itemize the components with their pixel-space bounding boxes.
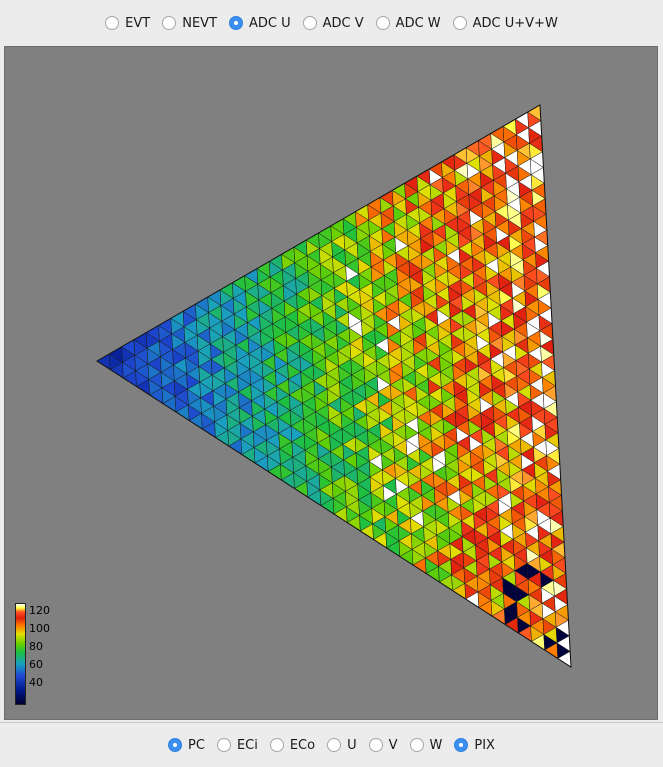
radio-label: ADC V	[322, 15, 364, 31]
radio-label: ADC U	[249, 15, 291, 31]
radio-circle-icon[interactable]	[409, 738, 424, 752]
radio-label: U	[347, 737, 357, 753]
color-scale-tick: 60	[29, 658, 43, 671]
pixel-cells	[96, 104, 572, 668]
radio-label: ECo	[289, 737, 316, 753]
radio-w[interactable]: W	[409, 737, 443, 753]
calorimeter-pixel-map[interactable]	[5, 47, 657, 719]
color-scale-tick: 80	[29, 640, 43, 653]
radio-circle-icon[interactable]	[105, 16, 120, 30]
radio-adc-w[interactable]: ADC W	[375, 15, 441, 31]
radio-label: EVT	[125, 15, 151, 31]
color-scale-tick: 40	[29, 676, 43, 689]
radio-adc-u[interactable]: ADC U	[229, 16, 291, 31]
radio-circle-icon[interactable]	[327, 738, 342, 752]
radio-circle-icon[interactable]	[375, 16, 390, 30]
radio-circle-icon[interactable]	[269, 738, 284, 752]
radio-label: ECi	[236, 737, 258, 753]
color-scale-tick: 120	[29, 604, 50, 617]
radio-circle-icon[interactable]	[368, 738, 383, 752]
radio-nevt[interactable]: NEVT	[162, 16, 217, 31]
radio-v[interactable]: V	[368, 737, 398, 753]
radio-circle-icon[interactable]	[452, 16, 467, 30]
layer-radio-group: PC ECi ECo U V W PIX	[0, 722, 663, 767]
radio-circle-icon[interactable]	[454, 738, 469, 752]
radio-label: V	[388, 737, 398, 753]
radio-eci[interactable]: ECi	[216, 737, 258, 753]
radio-label: PIX	[474, 737, 495, 753]
radio-label: PC	[188, 737, 205, 753]
radio-u[interactable]: U	[327, 738, 357, 753]
color-scale-legend: 120 100 80 60 40	[15, 603, 75, 705]
radio-label: NEVT	[182, 15, 218, 31]
radio-pix[interactable]: PIX	[454, 738, 495, 753]
radio-circle-icon[interactable]	[168, 738, 183, 752]
color-scale-bar	[15, 603, 26, 705]
radio-evt[interactable]: EVT	[105, 16, 150, 31]
radio-circle-icon[interactable]	[302, 16, 317, 30]
radio-circle-icon[interactable]	[162, 16, 177, 30]
color-scale-tick: 100	[29, 622, 50, 635]
radio-circle-icon[interactable]	[229, 16, 244, 30]
detector-outline	[96, 104, 572, 668]
radio-adc-v[interactable]: ADC V	[302, 15, 364, 31]
radio-circle-icon[interactable]	[216, 738, 231, 752]
detector-plot-panel[interactable]: 120 100 80 60 40	[4, 46, 658, 720]
radio-label: ADC U+V+W	[472, 15, 558, 31]
radio-label: ADC W	[395, 15, 441, 31]
radio-label: W	[429, 737, 443, 753]
radio-adc-u-v-w[interactable]: ADC U+V+W	[452, 15, 558, 31]
radio-eco[interactable]: ECo	[269, 737, 316, 753]
radio-pc[interactable]: PC	[168, 738, 205, 753]
view-mode-radio-group: EVT NEVT ADC U ADC V ADC W ADC U+V+W	[0, 0, 663, 46]
